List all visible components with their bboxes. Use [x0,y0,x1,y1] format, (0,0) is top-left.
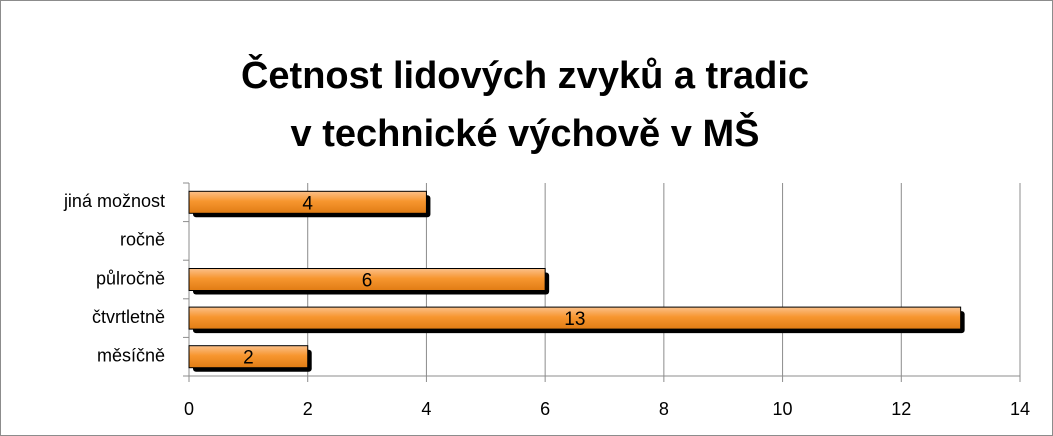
x-tick-label: 6 [540,399,550,419]
bar [188,306,962,330]
chart-title: v technické výchově v MŠ [291,110,760,155]
y-tick-label: ročně [120,230,165,250]
y-tick-label: měsíčně [97,345,165,365]
x-tick-label: 0 [184,399,194,419]
bar [188,345,309,369]
data-label: 13 [564,309,585,330]
y-tick-label: čtvrtletně [92,307,165,327]
y-tick-label: půlročně [96,268,165,288]
data-label: 2 [243,348,254,369]
x-tick-label: 4 [421,399,431,419]
y-tick-label: jiná možnost [63,191,165,211]
chart-title: Četnost lidových zvyků a tradic [241,52,809,97]
x-tick-label: 14 [1010,399,1030,419]
bar [188,190,427,214]
bar [188,268,546,291]
data-label: 4 [302,193,313,214]
x-tick-label: 8 [659,399,669,419]
x-tick-label: 12 [891,399,911,419]
x-tick-label: 10 [773,399,793,419]
x-tick-label: 2 [303,399,313,419]
data-label: 6 [362,271,373,292]
